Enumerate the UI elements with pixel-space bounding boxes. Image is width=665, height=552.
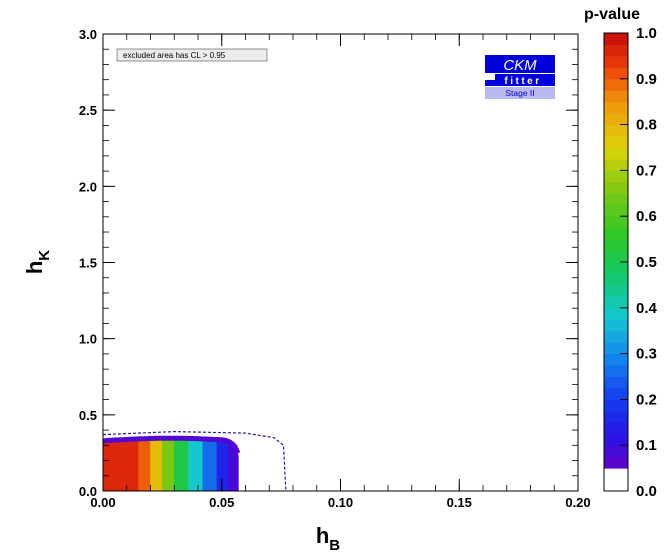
colorbar-tick-label: 0.2 xyxy=(636,391,657,408)
colorbar-tick-label: 0.6 xyxy=(636,208,657,225)
colorbar-segment xyxy=(604,319,628,331)
colorbar-segment xyxy=(604,377,628,389)
y-tick-label: 2.0 xyxy=(79,179,97,194)
colorbar-tick-label: 0.0 xyxy=(636,483,657,500)
y-tick-label: 0.5 xyxy=(79,408,97,423)
colorbar-segment xyxy=(604,228,628,240)
colorbar-segment xyxy=(604,148,628,160)
colorbar-segment xyxy=(604,56,628,68)
colorbar-segment xyxy=(604,480,628,492)
colorbar-tick-label: 0.1 xyxy=(636,437,657,454)
x-tick-label: 0.10 xyxy=(328,495,353,510)
colorbar-segment xyxy=(604,159,628,171)
colorbar-segment xyxy=(604,90,628,102)
region-band xyxy=(139,439,151,492)
colorbar-segment xyxy=(604,457,628,469)
colorbar-segment xyxy=(604,262,628,274)
region-band xyxy=(217,440,229,492)
colorbar-segment xyxy=(604,113,628,125)
colorbar-segment xyxy=(604,170,628,182)
colorbar-tick-label: 0.4 xyxy=(636,300,658,317)
colorbar-tick-label: 1.0 xyxy=(636,25,657,42)
region-band xyxy=(174,438,188,491)
logo-ckm: CKM xyxy=(503,57,537,74)
y-tick-label: 1.5 xyxy=(79,256,97,271)
colorbar-segment xyxy=(604,239,628,251)
x-axis-label-subscript: B xyxy=(329,537,340,552)
colorbar-segment xyxy=(604,125,628,137)
annotation-text: excluded area has CL > 0.95 xyxy=(123,51,226,60)
y-axis-label: hK xyxy=(22,250,53,274)
colorbar-segment xyxy=(604,193,628,205)
colorbar-segment xyxy=(604,331,628,343)
colorbar-segment xyxy=(604,251,628,263)
region-band xyxy=(203,439,217,491)
logo-stage: Stage II xyxy=(505,88,534,98)
colorbar-segment xyxy=(604,296,628,308)
annotation-box: excluded area has CL > 0.95 xyxy=(117,49,267,61)
colorbar-tick-label: 0.3 xyxy=(636,346,657,363)
colorbar-segment xyxy=(604,411,628,423)
colorbar-tick-label: 0.7 xyxy=(636,162,657,179)
region-band xyxy=(151,438,163,491)
x-tick-label: 0.20 xyxy=(565,495,590,510)
colorbar-segment xyxy=(604,445,628,457)
colorbar-segment xyxy=(604,399,628,411)
colorbar-segment xyxy=(604,182,628,194)
x-tick-label: 0.05 xyxy=(209,495,234,510)
colorbar-segment xyxy=(604,102,628,114)
colorbar-segment xyxy=(604,468,628,480)
ckmfitter-logo: CKM fitter Stage II xyxy=(485,55,555,99)
colorbar-segment xyxy=(604,285,628,297)
colorbar-segment xyxy=(604,79,628,91)
logo-fitter: fitter xyxy=(504,76,541,87)
colorbar-tick-label: 0.9 xyxy=(636,71,657,88)
colorbar-segment xyxy=(604,205,628,217)
colorbar-segment xyxy=(604,33,628,45)
x-axis-label: hB xyxy=(316,523,340,552)
colorbar-segment xyxy=(604,365,628,377)
y-tick-label: 1.0 xyxy=(79,332,97,347)
region-band xyxy=(162,438,174,491)
colorbar-segment xyxy=(604,44,628,56)
colorbar-tick-label: 0.8 xyxy=(636,117,657,134)
plot-frame xyxy=(103,34,578,491)
y-axis-label-subscript: K xyxy=(36,250,53,261)
colorbar-label: p-value xyxy=(584,6,640,23)
colorbar-tick-label: 0.5 xyxy=(636,254,657,271)
x-tick-label: 0.15 xyxy=(447,495,472,510)
colorbar-segment xyxy=(604,67,628,79)
colorbar-segment xyxy=(604,216,628,228)
y-tick-label: 3.0 xyxy=(79,27,97,42)
allowed-region xyxy=(103,438,238,491)
colorbar-segment xyxy=(604,388,628,400)
y-tick-label: 2.5 xyxy=(79,103,97,118)
region-band xyxy=(189,438,203,491)
colorbar-segment xyxy=(604,354,628,366)
colorbar-segment xyxy=(604,308,628,320)
colorbar-segment xyxy=(604,273,628,285)
colorbar-segment xyxy=(604,136,628,148)
y-tick-label: 0.0 xyxy=(79,484,97,499)
region-band xyxy=(103,439,139,491)
colorbar-segment xyxy=(604,422,628,434)
colorbar-segment xyxy=(604,434,628,446)
colorbar-segment xyxy=(604,342,628,354)
